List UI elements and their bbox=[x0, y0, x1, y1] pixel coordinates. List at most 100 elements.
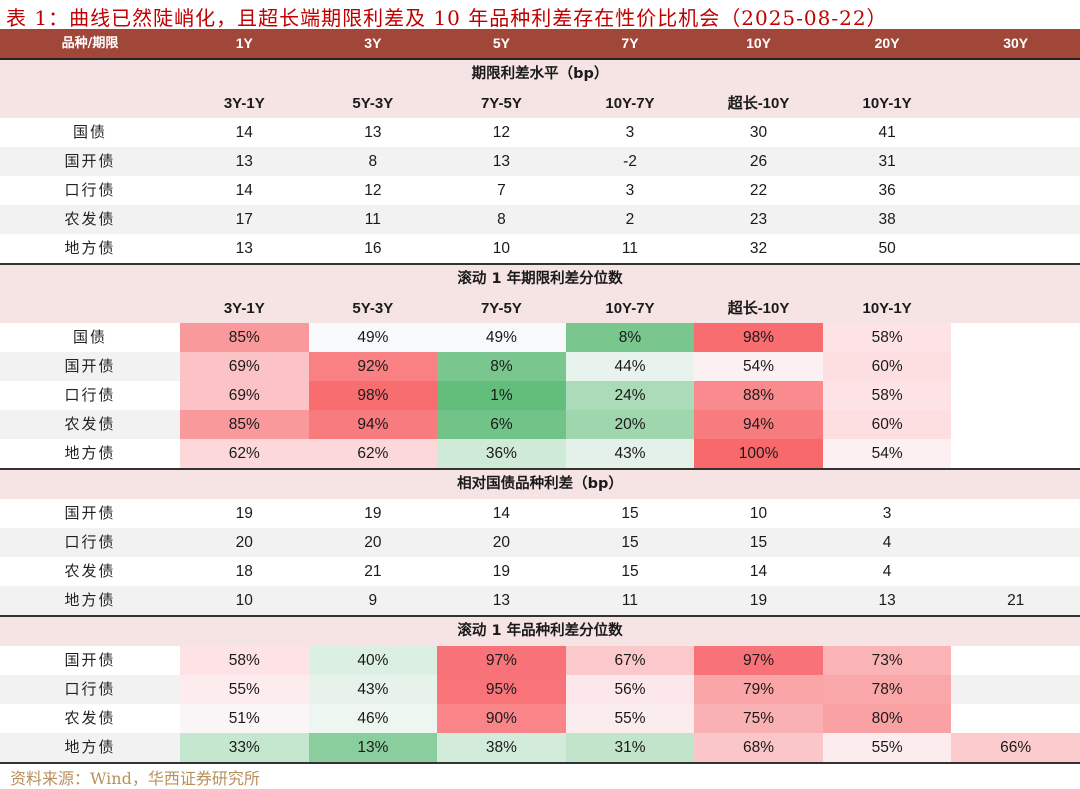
value-cell: 98% bbox=[694, 323, 823, 352]
subheader-cell: 7Y-5Y bbox=[437, 294, 566, 323]
value-cell: 50 bbox=[822, 234, 952, 265]
value-cell: 15 bbox=[565, 557, 695, 586]
table-row: 口行债 69% 98% 1% 24% 88% 58% bbox=[0, 381, 1080, 410]
header-col-3y: 3Y bbox=[308, 29, 438, 60]
value-cell: 3 bbox=[565, 118, 695, 147]
value-cell: 36% bbox=[437, 439, 566, 470]
header-col-30y: 30Y bbox=[951, 29, 1080, 60]
source-note: 资料来源：Wind，华西证券研究所 bbox=[10, 769, 260, 788]
row-label: 国债 bbox=[0, 118, 180, 147]
value-cell: 12 bbox=[437, 118, 566, 147]
subheader-cell: 10Y-1Y bbox=[822, 89, 952, 118]
header-col-20y: 20Y bbox=[822, 29, 952, 60]
value-cell: 10 bbox=[694, 499, 823, 528]
value-cell: 20 bbox=[308, 528, 438, 557]
value-cell bbox=[951, 176, 1080, 205]
row-label: 农发债 bbox=[0, 205, 180, 234]
value-cell: 19 bbox=[308, 499, 438, 528]
table-row: 国开债 58% 40% 97% 67% 97% 73% bbox=[0, 646, 1080, 675]
value-cell: 94% bbox=[694, 410, 823, 439]
table-row: 地方债 10 9 13 11 19 13 21 bbox=[0, 586, 1080, 617]
value-cell: 58% bbox=[822, 323, 952, 352]
value-cell: 13 bbox=[180, 234, 309, 265]
value-cell: 60% bbox=[822, 410, 952, 439]
value-cell: 18 bbox=[180, 557, 309, 586]
table-row: 地方债 62% 62% 36% 43% 100% 54% bbox=[0, 439, 1080, 470]
subheader-cell bbox=[951, 89, 1080, 118]
value-cell: 13 bbox=[308, 118, 438, 147]
value-cell: 79% bbox=[694, 675, 823, 704]
value-cell: 67% bbox=[565, 646, 695, 675]
value-cell: 24% bbox=[565, 381, 695, 410]
value-cell: 62% bbox=[308, 439, 438, 470]
value-cell: 3 bbox=[565, 176, 695, 205]
table-row: 国债 85% 49% 49% 8% 98% 58% bbox=[0, 323, 1080, 352]
table-row: 国开债 69% 92% 8% 44% 54% 60% bbox=[0, 352, 1080, 381]
section-title: 期限利差水平（bp） bbox=[0, 59, 1080, 89]
table-row: 口行债 55% 43% 95% 56% 79% 78% bbox=[0, 675, 1080, 704]
value-cell bbox=[951, 499, 1080, 528]
value-cell: 49% bbox=[437, 323, 566, 352]
value-cell: 85% bbox=[180, 410, 309, 439]
subheader-cell: 3Y-1Y bbox=[180, 294, 309, 323]
value-cell: 98% bbox=[308, 381, 438, 410]
value-cell: 55% bbox=[565, 704, 695, 733]
value-cell: 69% bbox=[180, 352, 309, 381]
subheader-row: 3Y-1Y 5Y-3Y 7Y-5Y 10Y-7Y 超长-10Y 10Y-1Y bbox=[0, 89, 1080, 118]
value-cell: 10 bbox=[180, 586, 309, 617]
value-cell: 30 bbox=[694, 118, 823, 147]
subheader-cell: 10Y-7Y bbox=[565, 89, 695, 118]
value-cell bbox=[951, 381, 1080, 410]
section-title: 滚动 1 年期限利差分位数 bbox=[0, 263, 1080, 294]
value-cell bbox=[951, 675, 1080, 704]
value-cell: 33% bbox=[180, 733, 309, 764]
row-label: 农发债 bbox=[0, 557, 180, 586]
value-cell: 60% bbox=[822, 352, 952, 381]
value-cell: 8 bbox=[437, 205, 566, 234]
value-cell: 14 bbox=[694, 557, 823, 586]
value-cell: 14 bbox=[437, 499, 566, 528]
table-row: 国开债 19 19 14 15 10 3 bbox=[0, 499, 1080, 528]
value-cell: 49% bbox=[308, 323, 438, 352]
value-cell: 73% bbox=[822, 646, 952, 675]
value-cell: 58% bbox=[180, 646, 309, 675]
table-row: 农发债 85% 94% 6% 20% 94% 60% bbox=[0, 410, 1080, 439]
section-title-row: 滚动 1 年期限利差分位数 bbox=[0, 263, 1080, 294]
subheader-cell: 超长-10Y bbox=[694, 294, 823, 323]
subheader-cell: 5Y-3Y bbox=[308, 89, 438, 118]
value-cell: 6% bbox=[437, 410, 566, 439]
value-cell: 13 bbox=[822, 586, 952, 617]
value-cell: 15 bbox=[565, 499, 695, 528]
header-label: 品种/期限 bbox=[0, 29, 180, 60]
value-cell: 15 bbox=[694, 528, 823, 557]
table-row: 地方债 13 16 10 11 32 50 bbox=[0, 234, 1080, 265]
value-cell: 4 bbox=[822, 557, 952, 586]
header-col-1y: 1Y bbox=[180, 29, 309, 60]
value-cell: 66% bbox=[951, 733, 1080, 764]
value-cell: 43% bbox=[565, 439, 695, 470]
row-label: 地方债 bbox=[0, 733, 180, 764]
value-cell: 3 bbox=[822, 499, 952, 528]
subheader-cell: 10Y-1Y bbox=[822, 294, 952, 323]
subheader-blank bbox=[0, 89, 180, 118]
value-cell: 13 bbox=[437, 147, 566, 176]
value-cell: 20 bbox=[437, 528, 566, 557]
value-cell: 20% bbox=[565, 410, 695, 439]
header-col-5y: 5Y bbox=[437, 29, 566, 60]
value-cell: 12 bbox=[308, 176, 438, 205]
row-label: 地方债 bbox=[0, 234, 180, 265]
value-cell: 14 bbox=[180, 176, 309, 205]
row-label: 国开债 bbox=[0, 499, 180, 528]
value-cell: 17 bbox=[180, 205, 309, 234]
value-cell: 40% bbox=[308, 646, 438, 675]
value-cell: 8% bbox=[565, 323, 695, 352]
value-cell: 56% bbox=[565, 675, 695, 704]
table-row: 农发债 18 21 19 15 14 4 bbox=[0, 557, 1080, 586]
value-cell: 75% bbox=[694, 704, 823, 733]
value-cell: 31% bbox=[565, 733, 695, 764]
subheader-row: 3Y-1Y 5Y-3Y 7Y-5Y 10Y-7Y 超长-10Y 10Y-1Y bbox=[0, 294, 1080, 323]
value-cell bbox=[951, 147, 1080, 176]
value-cell bbox=[951, 205, 1080, 234]
value-cell: 55% bbox=[180, 675, 309, 704]
value-cell: 23 bbox=[694, 205, 823, 234]
